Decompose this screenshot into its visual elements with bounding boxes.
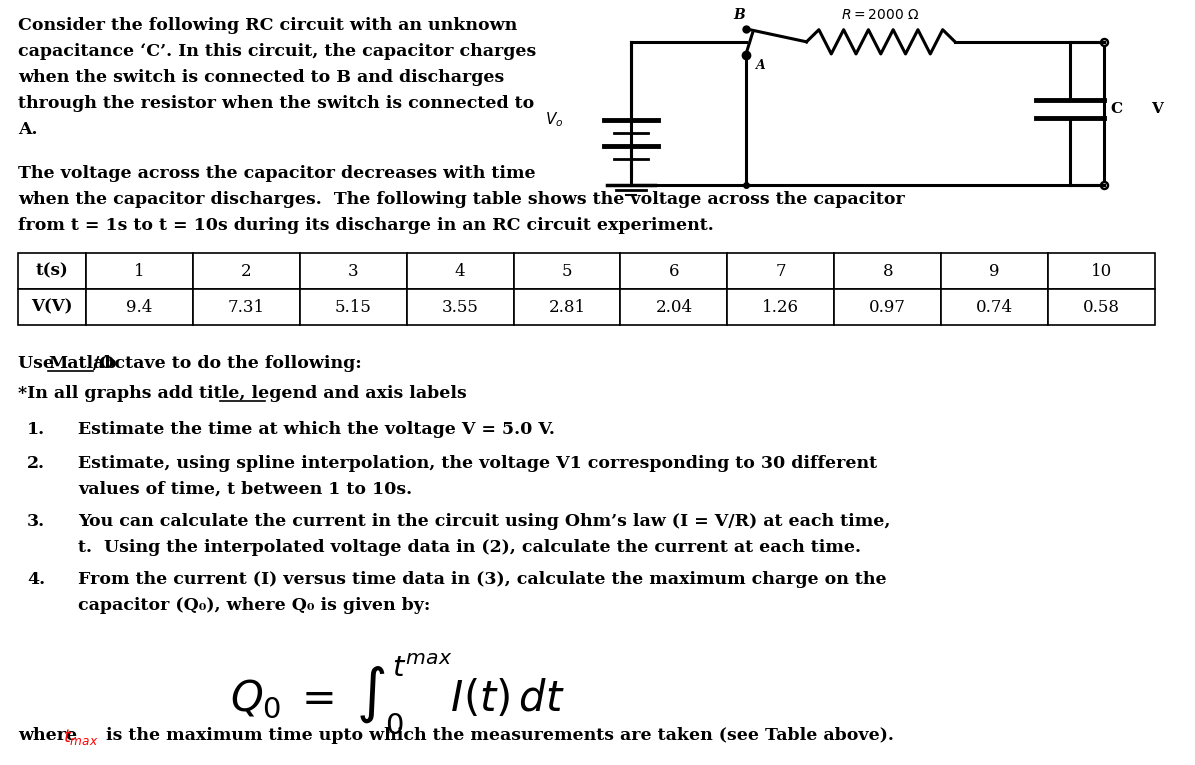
- FancyBboxPatch shape: [18, 289, 86, 325]
- Text: values of time, t between 1 to 10s.: values of time, t between 1 to 10s.: [78, 481, 412, 498]
- FancyBboxPatch shape: [1048, 289, 1156, 325]
- Text: 9: 9: [989, 262, 1000, 279]
- Text: $t_{max}$: $t_{max}$: [63, 727, 98, 747]
- Text: 1.: 1.: [26, 421, 45, 438]
- Text: Estimate, using spline interpolation, the voltage V1 corresponding to 30 differe: Estimate, using spline interpolation, th…: [78, 455, 877, 472]
- Text: 9.4: 9.4: [127, 298, 153, 315]
- Text: 2.81: 2.81: [549, 298, 586, 315]
- FancyBboxPatch shape: [1048, 253, 1156, 289]
- Text: 0.97: 0.97: [869, 298, 906, 315]
- FancyBboxPatch shape: [86, 289, 192, 325]
- FancyBboxPatch shape: [942, 253, 1048, 289]
- Text: 5.15: 5.15: [335, 298, 372, 315]
- Text: 2.: 2.: [27, 455, 45, 472]
- Text: 3.: 3.: [26, 513, 45, 530]
- FancyBboxPatch shape: [300, 253, 406, 289]
- Text: 0.74: 0.74: [976, 298, 1013, 315]
- FancyBboxPatch shape: [834, 289, 942, 325]
- Text: C: C: [1110, 102, 1122, 116]
- FancyBboxPatch shape: [192, 253, 300, 289]
- Text: when the capacitor discharges.  The following table shows the voltage across the: when the capacitor discharges. The follo…: [18, 191, 905, 208]
- Text: A: A: [756, 59, 766, 72]
- Text: 4.: 4.: [26, 571, 45, 588]
- Text: $V_o$: $V_o$: [545, 110, 564, 129]
- Text: 3.55: 3.55: [442, 298, 478, 315]
- Text: capacitor (Q₀), where Q₀ is given by:: capacitor (Q₀), where Q₀ is given by:: [78, 597, 430, 614]
- FancyBboxPatch shape: [942, 289, 1048, 325]
- Text: 4: 4: [455, 262, 466, 279]
- Text: V(V): V(V): [31, 298, 73, 315]
- Text: 10: 10: [1091, 262, 1113, 279]
- Text: t(s): t(s): [36, 262, 68, 279]
- FancyBboxPatch shape: [514, 253, 620, 289]
- Text: 7: 7: [776, 262, 786, 279]
- Text: 5: 5: [562, 262, 572, 279]
- Text: Use: Use: [18, 355, 60, 372]
- Text: 7.31: 7.31: [228, 298, 265, 315]
- FancyBboxPatch shape: [834, 253, 942, 289]
- Text: is the maximum time upto which the measurements are taken (see Table above).: is the maximum time upto which the measu…: [99, 727, 894, 744]
- Text: A.: A.: [18, 121, 37, 138]
- Text: The voltage across the capacitor decreases with time: The voltage across the capacitor decreas…: [18, 165, 535, 182]
- Text: B: B: [733, 8, 744, 22]
- Text: 1.26: 1.26: [762, 298, 799, 315]
- FancyBboxPatch shape: [728, 289, 834, 325]
- FancyBboxPatch shape: [728, 253, 834, 289]
- FancyBboxPatch shape: [620, 289, 728, 325]
- Text: 6: 6: [669, 262, 679, 279]
- Text: when the switch is connected to B and discharges: when the switch is connected to B and di…: [18, 69, 504, 86]
- Text: From the current (I) versus time data in (3), calculate the maximum charge on th: From the current (I) versus time data in…: [78, 571, 887, 588]
- Text: Estimate the time at which the voltage V = 5.0 V.: Estimate the time at which the voltage V…: [78, 421, 554, 438]
- Text: 2.04: 2.04: [655, 298, 693, 315]
- FancyBboxPatch shape: [192, 289, 300, 325]
- Text: 2: 2: [241, 262, 252, 279]
- FancyBboxPatch shape: [406, 289, 514, 325]
- Text: $R{=}2000\ \Omega$: $R{=}2000\ \Omega$: [841, 8, 920, 22]
- Text: V: V: [1151, 102, 1163, 116]
- Text: Consider the following RC circuit with an unknown: Consider the following RC circuit with a…: [18, 17, 517, 34]
- FancyBboxPatch shape: [300, 289, 406, 325]
- Text: 3: 3: [348, 262, 358, 279]
- Text: where: where: [18, 727, 84, 744]
- FancyBboxPatch shape: [514, 289, 620, 325]
- Text: capacitance ‘C’. In this circuit, the capacitor charges: capacitance ‘C’. In this circuit, the ca…: [18, 43, 537, 60]
- Text: Matlab: Matlab: [48, 355, 116, 372]
- Text: 8: 8: [882, 262, 893, 279]
- Text: t.  Using the interpolated voltage data in (2), calculate the current at each ti: t. Using the interpolated voltage data i…: [78, 539, 862, 556]
- FancyBboxPatch shape: [18, 253, 86, 289]
- FancyBboxPatch shape: [406, 253, 514, 289]
- Text: You can calculate the current in the circuit using Ohm’s law (I = V/R) at each t: You can calculate the current in the cir…: [78, 513, 890, 530]
- Text: *In all graphs add title, legend and axis labels: *In all graphs add title, legend and axi…: [18, 385, 467, 402]
- Text: $Q_0 \;=\; \int_0^{t^{max}} I(t)\,dt$: $Q_0 \;=\; \int_0^{t^{max}} I(t)\,dt$: [229, 652, 565, 737]
- Text: 0.58: 0.58: [1083, 298, 1120, 315]
- Text: 1: 1: [134, 262, 145, 279]
- FancyBboxPatch shape: [620, 253, 728, 289]
- Text: /Octave to do the following:: /Octave to do the following:: [93, 355, 362, 372]
- Text: from t = 1s to t = 10s during its discharge in an RC circuit experiment.: from t = 1s to t = 10s during its discha…: [18, 217, 713, 234]
- FancyBboxPatch shape: [86, 253, 192, 289]
- Text: through the resistor when the switch is connected to: through the resistor when the switch is …: [18, 95, 534, 112]
